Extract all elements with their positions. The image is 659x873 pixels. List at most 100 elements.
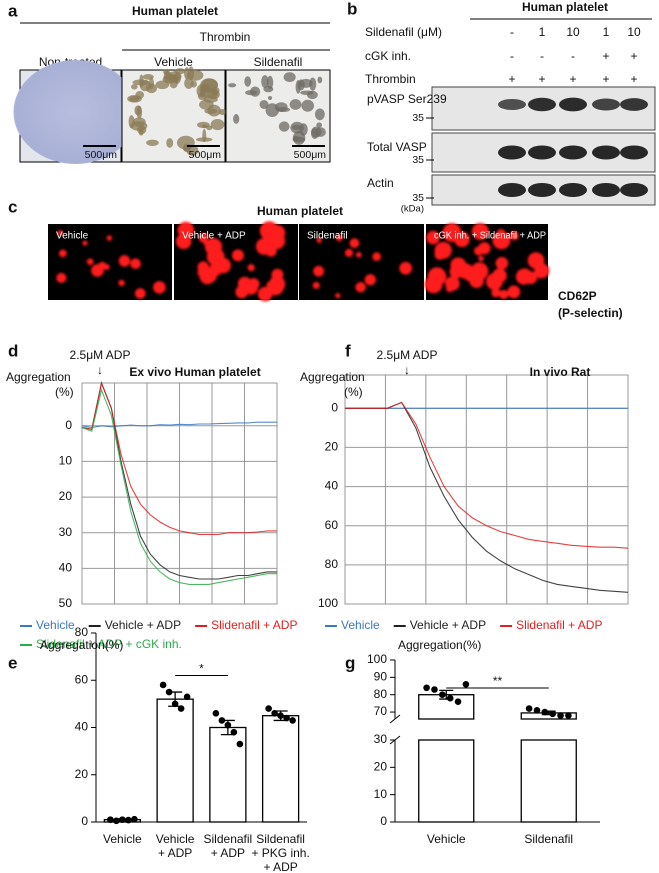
bar <box>261 715 300 823</box>
chart-title: Ex vivo Human platelet <box>129 365 260 379</box>
stain-label: (P-selectin) <box>558 306 623 320</box>
legend-label: Vehicle + ADP <box>105 618 181 632</box>
aggregate <box>233 114 240 124</box>
aggregate <box>146 139 159 146</box>
cell <box>492 231 511 250</box>
lane-sign: - <box>571 49 575 63</box>
lane-sign: - <box>510 49 514 63</box>
data-point <box>119 816 126 823</box>
y-tick-label: 100 <box>318 596 338 610</box>
annotation-arrow: ↓ <box>404 363 410 377</box>
aggregate <box>196 137 213 142</box>
data-point <box>131 815 138 823</box>
cell <box>399 261 413 275</box>
data-point <box>113 817 120 825</box>
band <box>592 183 620 197</box>
aggregate <box>289 99 302 110</box>
lane-sign: + <box>630 49 637 63</box>
y-tick-label: 80 <box>75 625 89 639</box>
row-label: cGK inh. <box>365 49 411 63</box>
annotation: 2.5μM ADP <box>70 348 131 362</box>
cell <box>118 279 125 287</box>
data-point <box>439 691 446 699</box>
y-tick-label: 80 <box>325 557 339 571</box>
cell <box>478 255 484 262</box>
panel-title: Human platelet <box>522 0 608 14</box>
data-point <box>289 717 296 724</box>
cell <box>198 232 209 243</box>
panel-label: c <box>8 197 17 216</box>
cell <box>464 270 476 282</box>
y-tick-label: 20 <box>75 767 89 781</box>
y-tick-label: 0 <box>65 418 72 432</box>
cells <box>56 230 166 299</box>
data-point <box>125 816 132 824</box>
band <box>620 98 648 111</box>
image-label: cGK inh. + Sildenafil + ADP <box>434 231 546 242</box>
cell <box>364 274 376 286</box>
aggregate <box>184 77 194 89</box>
cell <box>495 256 509 270</box>
data-point <box>218 717 226 724</box>
cell <box>106 235 113 241</box>
panel-label: b <box>347 0 357 18</box>
y-tick-label: 30 <box>59 525 73 539</box>
aggregate <box>266 75 274 90</box>
band <box>620 183 648 197</box>
cell <box>57 230 64 236</box>
aggregate <box>291 124 302 130</box>
bar <box>156 698 194 823</box>
data-point <box>159 681 167 689</box>
lane-sign: - <box>540 49 544 63</box>
aggregate <box>268 95 273 101</box>
aggregate <box>261 75 269 88</box>
data-point <box>541 708 549 716</box>
image-label: Sildenafil <box>254 55 303 69</box>
bar <box>520 739 577 823</box>
legend-label: Vehicle <box>36 618 75 632</box>
cell <box>153 281 166 294</box>
image-label: Vehicle <box>56 231 89 242</box>
cell <box>130 258 141 270</box>
cell <box>349 238 360 249</box>
y-tick-label: 20 <box>374 760 388 774</box>
y-tick-label: 0 <box>331 400 338 414</box>
aggregate <box>274 102 288 112</box>
y-tick-label: 30 <box>374 732 388 746</box>
aggregate <box>316 122 323 128</box>
y-tick-label: 60 <box>75 672 89 686</box>
lane-sign: 10 <box>566 25 580 39</box>
group-label: Thrombin <box>200 30 251 44</box>
cell <box>118 255 131 267</box>
cell <box>434 248 446 260</box>
lane-sign: + <box>602 72 609 86</box>
aggregate <box>292 136 306 143</box>
scale-bar-label: 500μm <box>85 149 118 161</box>
y-axis-label: Aggregation <box>300 370 365 384</box>
scale-bar-label: 500μm <box>294 149 327 161</box>
platelet-pool <box>13 60 138 164</box>
blot-label: Actin <box>367 176 394 190</box>
trace <box>81 388 277 585</box>
data-point <box>557 712 564 719</box>
x-tick-label: Vehicle <box>427 832 466 846</box>
trace <box>81 381 277 536</box>
cell <box>58 249 67 258</box>
lane-sign: + <box>569 72 576 86</box>
aggregate <box>169 78 178 89</box>
mw-marker: 35 <box>412 154 424 166</box>
legend-label: Slidenafil + ADP <box>211 618 297 632</box>
data-point <box>533 707 541 714</box>
aggregate <box>278 121 290 132</box>
cell <box>208 263 222 277</box>
y-tick-label: 70 <box>374 704 388 718</box>
band <box>528 97 556 112</box>
band <box>559 183 587 197</box>
band <box>592 98 620 111</box>
data-point <box>277 712 284 719</box>
mw-marker: 35 <box>412 192 424 204</box>
data-point <box>549 710 556 718</box>
cell <box>267 278 284 296</box>
y-tick-label: 40 <box>59 561 73 575</box>
